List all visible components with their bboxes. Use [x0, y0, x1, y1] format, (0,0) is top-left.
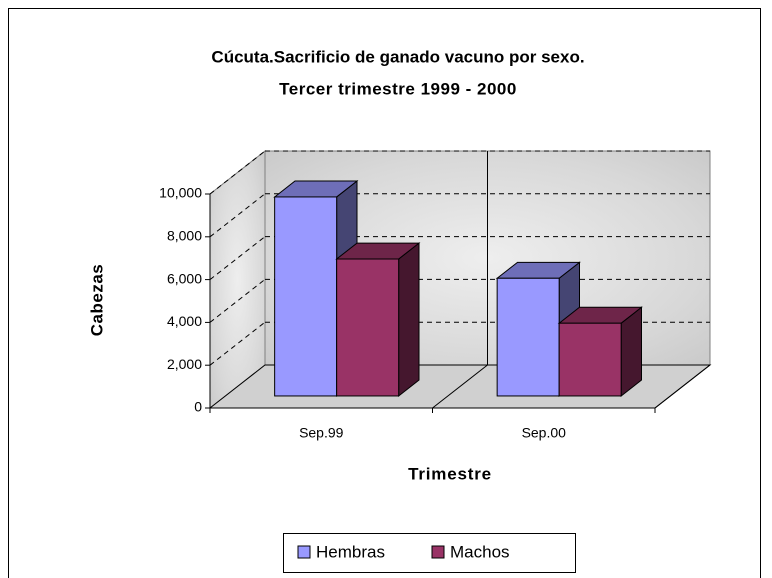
x-axis-label: Trimestre — [408, 464, 492, 483]
x-tick-label: Sep.00 — [522, 425, 567, 441]
y-tick-label: 8,000 — [167, 228, 202, 244]
bar — [558, 322, 622, 397]
grid-line — [209, 279, 266, 323]
grid-line — [209, 193, 266, 238]
grid-line — [209, 150, 266, 195]
y-axis-label: Cabezas — [87, 264, 106, 336]
legend-swatch — [297, 545, 311, 559]
bar — [274, 196, 338, 397]
bar — [336, 258, 400, 397]
y-tick-label: 0 — [194, 399, 202, 415]
floor-divider — [432, 364, 488, 409]
y-tick-label: 6,000 — [167, 270, 202, 286]
chart-title: Cúcuta.Sacrificio de ganado vacuno por s… — [211, 47, 584, 66]
side-wall — [209, 149, 266, 410]
y-tick-label: 2,000 — [167, 356, 202, 372]
legend-label: Hembras — [316, 542, 385, 561]
bar — [496, 277, 560, 397]
legend-label: Machos — [450, 542, 510, 561]
legend-swatch — [431, 545, 445, 559]
y-tick-label: 10,000 — [159, 185, 202, 201]
floor-divider — [654, 364, 711, 409]
y-tick-label: 4,000 — [167, 313, 202, 329]
chart-subtitle: Tercer trimestre 1999 - 2000 — [279, 79, 517, 98]
x-tick-label: Sep.99 — [299, 425, 344, 441]
bar-side — [398, 242, 420, 397]
grid-line — [209, 236, 266, 280]
legend-box — [283, 533, 576, 573]
grid-line — [209, 321, 266, 366]
